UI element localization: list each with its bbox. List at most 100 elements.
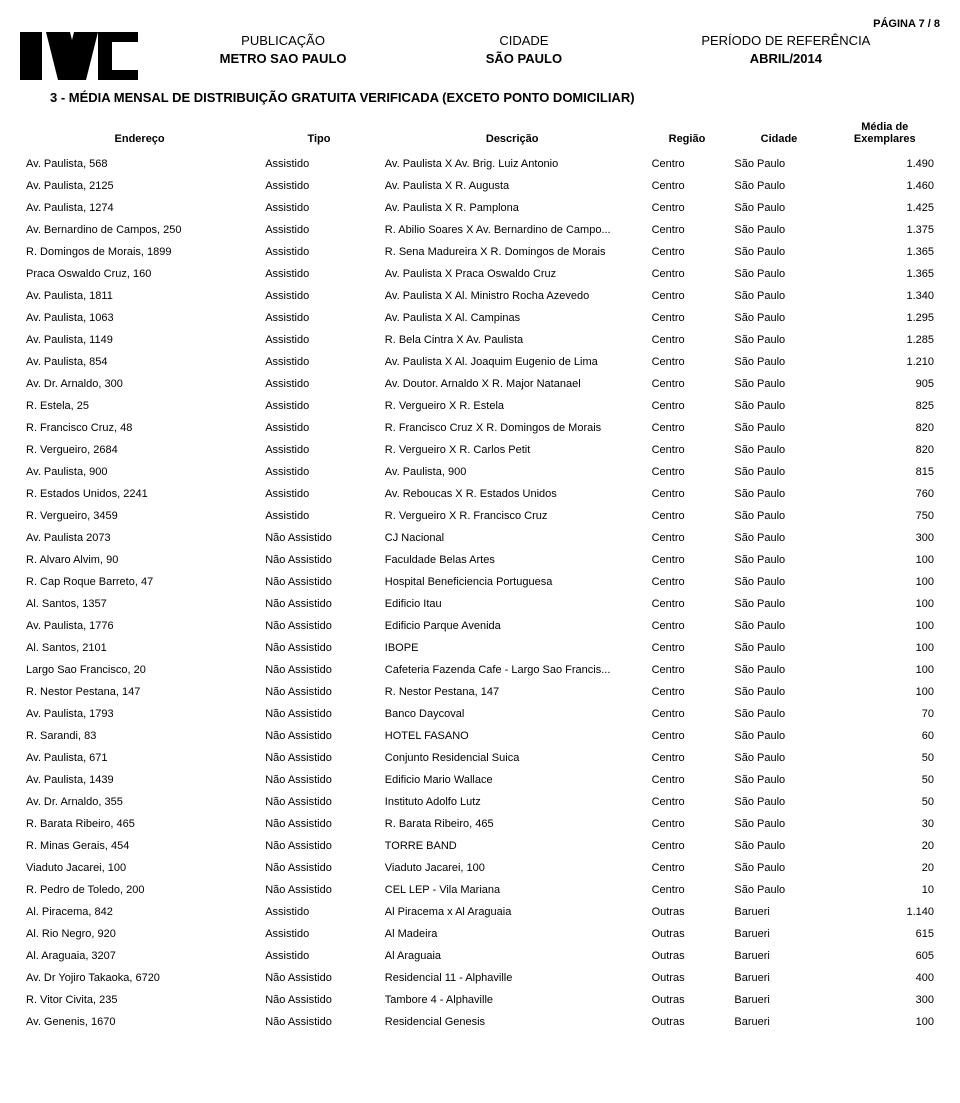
cell-regiao: Centro xyxy=(646,571,729,593)
cell-tipo: Não Assistido xyxy=(259,857,379,879)
cell-media: 100 xyxy=(830,593,940,615)
table-row: Av. Paulista, 1811AssistidoAv. Paulista … xyxy=(20,285,940,307)
cell-media: 100 xyxy=(830,659,940,681)
header-city-value: SÃO PAULO xyxy=(486,50,562,68)
cell-descricao: Av. Doutor. Arnaldo X R. Major Natanael xyxy=(379,373,646,395)
cell-descricao: Av. Reboucas X R. Estados Unidos xyxy=(379,483,646,505)
cell-cidade: São Paulo xyxy=(728,791,829,813)
table-row: Al. Piracema, 842AssistidoAl Piracema x … xyxy=(20,901,940,923)
cell-cidade: São Paulo xyxy=(728,153,829,175)
cell-tipo: Assistido xyxy=(259,153,379,175)
cell-regiao: Centro xyxy=(646,175,729,197)
header-period-label: PERÍODO DE REFERÊNCIA xyxy=(701,32,870,50)
cell-tipo: Não Assistido xyxy=(259,571,379,593)
cell-descricao: Av. Paulista X Av. Brig. Luiz Antonio xyxy=(379,153,646,175)
cell-tipo: Não Assistido xyxy=(259,967,379,989)
cell-regiao: Centro xyxy=(646,725,729,747)
cell-endereco: R. Estados Unidos, 2241 xyxy=(20,483,259,505)
cell-endereco: R. Domingos de Morais, 1899 xyxy=(20,241,259,263)
cell-media: 20 xyxy=(830,857,940,879)
cell-cidade: São Paulo xyxy=(728,857,829,879)
cell-endereco: Av. Paulista, 671 xyxy=(20,747,259,769)
cell-regiao: Centro xyxy=(646,439,729,461)
cell-descricao: CEL LEP - Vila Mariana xyxy=(379,879,646,901)
cell-cidade: São Paulo xyxy=(728,285,829,307)
cell-media: 300 xyxy=(830,527,940,549)
table-row: Al. Santos, 2101Não AssistidoIBOPECentro… xyxy=(20,637,940,659)
cell-media: 1.285 xyxy=(830,329,940,351)
cell-regiao: Outras xyxy=(646,989,729,1011)
col-descricao: Descrição xyxy=(379,117,646,153)
table-row: R. Vitor Civita, 235Não AssistidoTambore… xyxy=(20,989,940,1011)
cell-descricao: Al Madeira xyxy=(379,923,646,945)
table-row: Av. Paulista, 1063AssistidoAv. Paulista … xyxy=(20,307,940,329)
cell-cidade: São Paulo xyxy=(728,659,829,681)
cell-cidade: Barueri xyxy=(728,923,829,945)
cell-media: 50 xyxy=(830,769,940,791)
cell-descricao: IBOPE xyxy=(379,637,646,659)
cell-regiao: Centro xyxy=(646,637,729,659)
cell-cidade: São Paulo xyxy=(728,527,829,549)
cell-descricao: Av. Paulista X Al. Ministro Rocha Azeved… xyxy=(379,285,646,307)
cell-tipo: Não Assistido xyxy=(259,989,379,1011)
table-row: Al. Santos, 1357Não AssistidoEdificio It… xyxy=(20,593,940,615)
cell-endereco: R. Cap Roque Barreto, 47 xyxy=(20,571,259,593)
cell-descricao: R. Vergueiro X R. Francisco Cruz xyxy=(379,505,646,527)
cell-descricao: Faculdade Belas Artes xyxy=(379,549,646,571)
cell-endereco: Av. Dr Yojiro Takaoka, 6720 xyxy=(20,967,259,989)
cell-descricao: Edificio Itau xyxy=(379,593,646,615)
cell-descricao: Cafeteria Fazenda Cafe - Largo Sao Franc… xyxy=(379,659,646,681)
cell-cidade: São Paulo xyxy=(728,461,829,483)
cell-cidade: Barueri xyxy=(728,967,829,989)
cell-endereco: Av. Dr. Arnaldo, 355 xyxy=(20,791,259,813)
table-row: Av. Paulista, 900AssistidoAv. Paulista, … xyxy=(20,461,940,483)
cell-tipo: Assistido xyxy=(259,395,379,417)
header-city-label: CIDADE xyxy=(486,32,562,50)
cell-cidade: São Paulo xyxy=(728,549,829,571)
cell-tipo: Assistido xyxy=(259,329,379,351)
cell-descricao: Residencial 11 - Alphaville xyxy=(379,967,646,989)
cell-endereco: R. Barata Ribeiro, 465 xyxy=(20,813,259,835)
cell-descricao: Banco Daycoval xyxy=(379,703,646,725)
header-city: CIDADE SÃO PAULO xyxy=(486,32,562,67)
table-row: Av. Genenis, 1670Não AssistidoResidencia… xyxy=(20,1011,940,1033)
cell-tipo: Assistido xyxy=(259,439,379,461)
cell-cidade: São Paulo xyxy=(728,439,829,461)
cell-media: 300 xyxy=(830,989,940,1011)
cell-tipo: Não Assistido xyxy=(259,681,379,703)
table-row: Av. Bernardino de Campos, 250AssistidoR.… xyxy=(20,219,940,241)
table-row: Al. Araguaia, 3207AssistidoAl AraguaiaOu… xyxy=(20,945,940,967)
cell-descricao: Av. Paulista X R. Augusta xyxy=(379,175,646,197)
cell-tipo: Assistido xyxy=(259,307,379,329)
cell-media: 30 xyxy=(830,813,940,835)
cell-media: 100 xyxy=(830,681,940,703)
cell-descricao: Viaduto Jacarei, 100 xyxy=(379,857,646,879)
cell-cidade: São Paulo xyxy=(728,703,829,725)
cell-descricao: Edificio Parque Avenida xyxy=(379,615,646,637)
cell-regiao: Centro xyxy=(646,483,729,505)
cell-media: 1.490 xyxy=(830,153,940,175)
cell-regiao: Outras xyxy=(646,923,729,945)
header-publication: PUBLICAÇÃO METRO SAO PAULO xyxy=(220,32,347,67)
cell-cidade: São Paulo xyxy=(728,879,829,901)
cell-tipo: Assistido xyxy=(259,175,379,197)
cell-endereco: R. Sarandi, 83 xyxy=(20,725,259,747)
cell-descricao: R. Abilio Soares X Av. Bernardino de Cam… xyxy=(379,219,646,241)
cell-cidade: São Paulo xyxy=(728,219,829,241)
cell-media: 100 xyxy=(830,1011,940,1033)
cell-tipo: Não Assistido xyxy=(259,615,379,637)
cell-descricao: TORRE BAND xyxy=(379,835,646,857)
cell-tipo: Assistido xyxy=(259,901,379,923)
cell-cidade: São Paulo xyxy=(728,505,829,527)
ivc-logo-icon xyxy=(20,32,138,80)
cell-regiao: Centro xyxy=(646,659,729,681)
cell-regiao: Centro xyxy=(646,461,729,483)
cell-endereco: R. Vitor Civita, 235 xyxy=(20,989,259,1011)
cell-endereco: Praca Oswaldo Cruz, 160 xyxy=(20,263,259,285)
cell-tipo: Não Assistido xyxy=(259,769,379,791)
cell-tipo: Assistido xyxy=(259,461,379,483)
cell-endereco: Av. Paulista, 1063 xyxy=(20,307,259,329)
cell-cidade: São Paulo xyxy=(728,747,829,769)
cell-media: 1.425 xyxy=(830,197,940,219)
cell-regiao: Centro xyxy=(646,681,729,703)
